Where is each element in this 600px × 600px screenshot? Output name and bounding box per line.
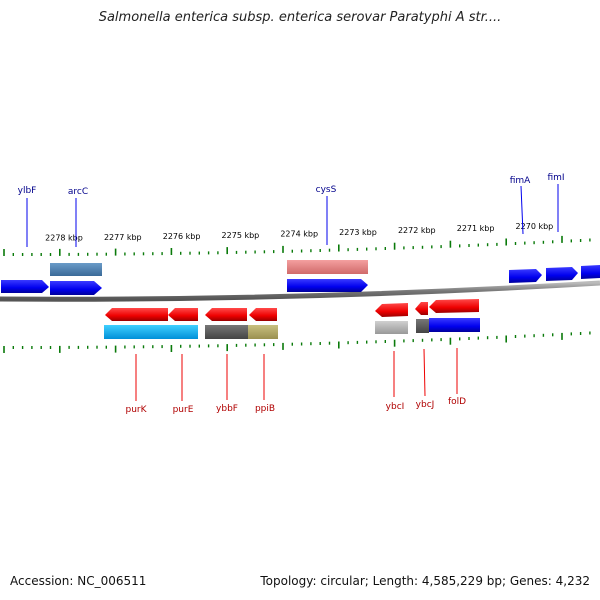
scale-label: 2277 kbp: [104, 233, 142, 242]
gene-ybcI-arrow: [375, 303, 408, 317]
forward-gene-labels: ylbF arcC cysS fimA fimI: [18, 173, 565, 247]
scale-label: 2271 kbp: [457, 224, 495, 233]
gene-purKE-feature: [104, 325, 198, 339]
gene-label-ybcJ: ybcJ: [416, 400, 435, 410]
label-line-ybcJ: [423, 348, 426, 397]
scale-labels: 2278 kbp 2277 kbp 2276 kbp 2275 kbp 2274 kbp…: [45, 222, 553, 243]
scale-label: 2273 kbp: [339, 228, 377, 237]
gene-fimI-arrow: [546, 267, 578, 281]
inner-scale-ticks: [3, 331, 591, 353]
genome-title: Salmonella enterica subsp. enterica sero…: [98, 10, 502, 25]
scale-label: 2275 kbp: [222, 231, 260, 240]
scale-label: 2278 kbp: [45, 234, 83, 243]
gene-ybbF-feature: [205, 325, 248, 339]
gene-label-fimI: fimI: [547, 173, 564, 183]
gene-label-purE: purE: [173, 405, 194, 415]
gene-ybcJ-feature: [416, 319, 429, 333]
reverse-strand-features: [104, 299, 480, 339]
gene-next-arrow: [581, 265, 600, 279]
gene-purE-arrow: [168, 308, 198, 321]
gene-label-ppiB: ppiB: [255, 404, 275, 414]
scale-label: 2276 kbp: [163, 232, 201, 241]
gene-purK-arrow: [105, 308, 168, 321]
gene-arcC-feature: [50, 263, 102, 276]
gene-label-ybbF: ybbF: [216, 404, 238, 414]
gene-ybbF-arrow: [205, 308, 247, 321]
gene-label-arcC: arcC: [68, 187, 88, 197]
gene-label-ylbF: ylbF: [18, 186, 37, 196]
label-line-fimA: [520, 185, 524, 235]
gene-fimA-arrow: [509, 269, 542, 283]
reverse-gene-labels: purK purE ybbF ppiB ybcI ybcJ folD: [125, 348, 466, 415]
gene-label-folD: folD: [448, 397, 466, 407]
gene-label-fimA: fimA: [510, 176, 531, 186]
scale-label: 2272 kbp: [398, 226, 436, 235]
gene-ybcJ-arrow: [415, 302, 428, 315]
gene-folD-arrow: [429, 299, 479, 313]
gene-ylbF-arrow: [1, 280, 49, 293]
genome-backbone: [0, 280, 600, 302]
topology-label: Topology: circular; Length: 4,585,229 bp…: [260, 574, 590, 588]
gene-label-purK: purK: [125, 405, 147, 415]
gene-label-cysS: cysS: [316, 185, 337, 195]
gene-folD-feature: [429, 318, 480, 332]
forward-strand-features: [1, 260, 600, 295]
gene-ybcI-feature: [375, 321, 408, 334]
gene-label-ybcI: ybcI: [386, 402, 405, 412]
gene-ppiB-arrow: [249, 308, 277, 321]
gene-ppiB-feature: [248, 325, 278, 339]
accession-label: Accession: NC_006511: [10, 574, 147, 588]
gene-cysS-feature: [287, 260, 368, 274]
outer-scale-ticks: [3, 235, 591, 256]
scale-label: 2274 kbp: [280, 230, 318, 239]
gene-arcC-arrow: [50, 281, 102, 295]
gene-cysS-arrow: [287, 279, 368, 292]
scale-label: 2270 kbp: [516, 222, 554, 231]
